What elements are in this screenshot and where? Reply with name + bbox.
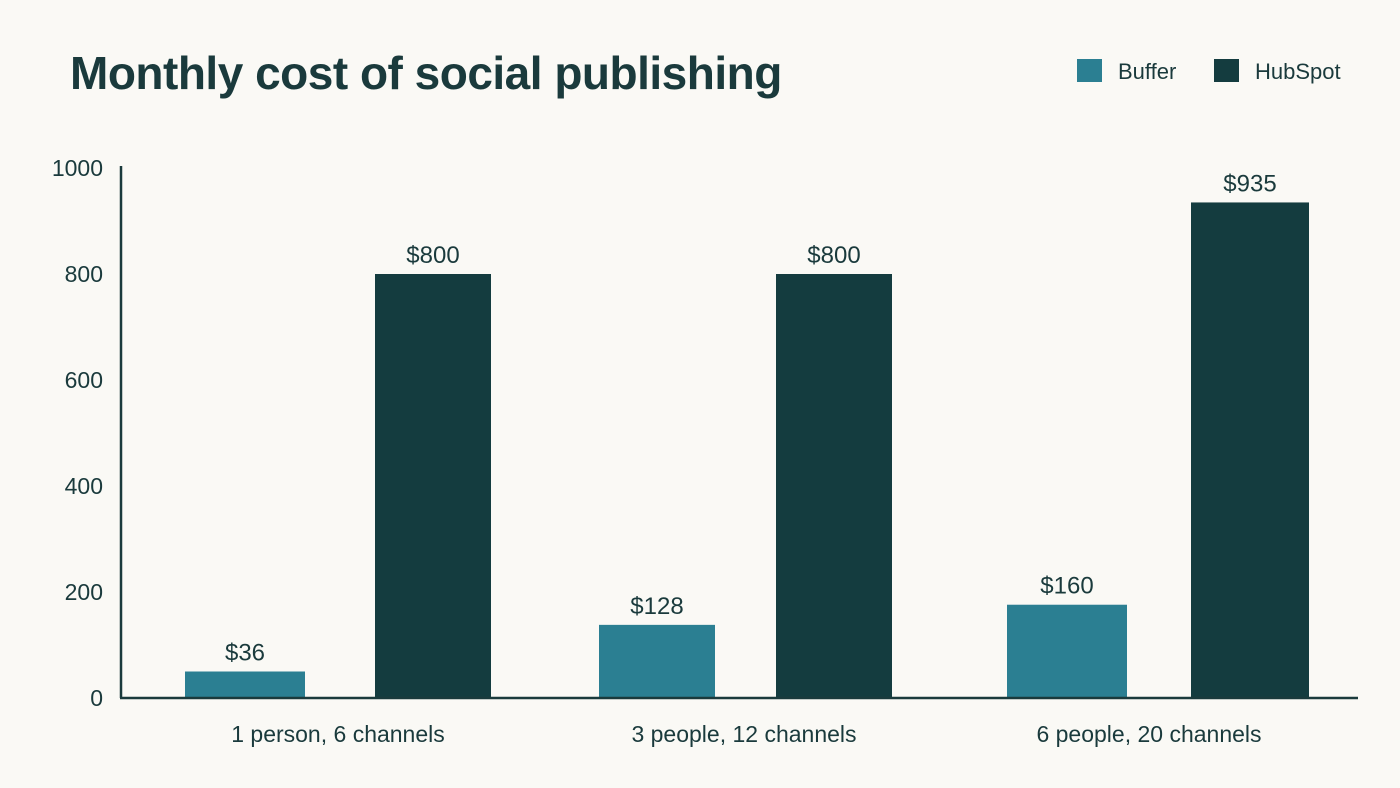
x-tick-label-0: 1 person, 6 channels xyxy=(231,721,445,747)
y-tick-label-600: 600 xyxy=(65,367,103,393)
y-tick-label-400: 400 xyxy=(65,473,103,499)
y-axis-ticks: 0 200 400 600 800 1000 xyxy=(52,155,103,711)
legend-label-hubspot: HubSpot xyxy=(1255,59,1341,84)
legend-swatch-hubspot xyxy=(1214,59,1239,82)
bar-hubspot-0 xyxy=(375,274,491,698)
bar-hubspot-2 xyxy=(1191,202,1309,698)
value-label-hubspot-2: $935 xyxy=(1223,170,1276,197)
x-tick-label-2: 6 people, 20 channels xyxy=(1036,721,1261,747)
bar-buffer-0 xyxy=(185,671,305,698)
bar-buffer-1 xyxy=(599,624,715,698)
legend: Buffer HubSpot xyxy=(1077,59,1341,84)
value-label-hubspot-1: $800 xyxy=(807,242,860,269)
y-tick-label-800: 800 xyxy=(65,261,103,287)
value-label-hubspot-0: $800 xyxy=(406,242,459,269)
legend-label-buffer: Buffer xyxy=(1118,59,1176,84)
bar-buffer-2 xyxy=(1007,604,1127,698)
value-labels: $36 $800 $128 $800 $160 $935 xyxy=(225,170,1277,666)
y-tick-label-0: 0 xyxy=(90,685,103,711)
bars xyxy=(185,202,1309,698)
chart-title: Monthly cost of social publishing xyxy=(70,47,782,99)
y-tick-label-1000: 1000 xyxy=(52,155,103,181)
value-label-buffer-2: $160 xyxy=(1040,573,1093,600)
bar-hubspot-1 xyxy=(776,274,892,698)
x-tick-label-1: 3 people, 12 channels xyxy=(631,721,856,747)
value-label-buffer-1: $128 xyxy=(630,593,683,620)
x-axis-ticks: 1 person, 6 channels 3 people, 12 channel… xyxy=(231,721,1261,747)
value-label-buffer-0: $36 xyxy=(225,640,265,667)
y-tick-label-200: 200 xyxy=(65,579,103,605)
legend-swatch-buffer xyxy=(1077,59,1102,82)
